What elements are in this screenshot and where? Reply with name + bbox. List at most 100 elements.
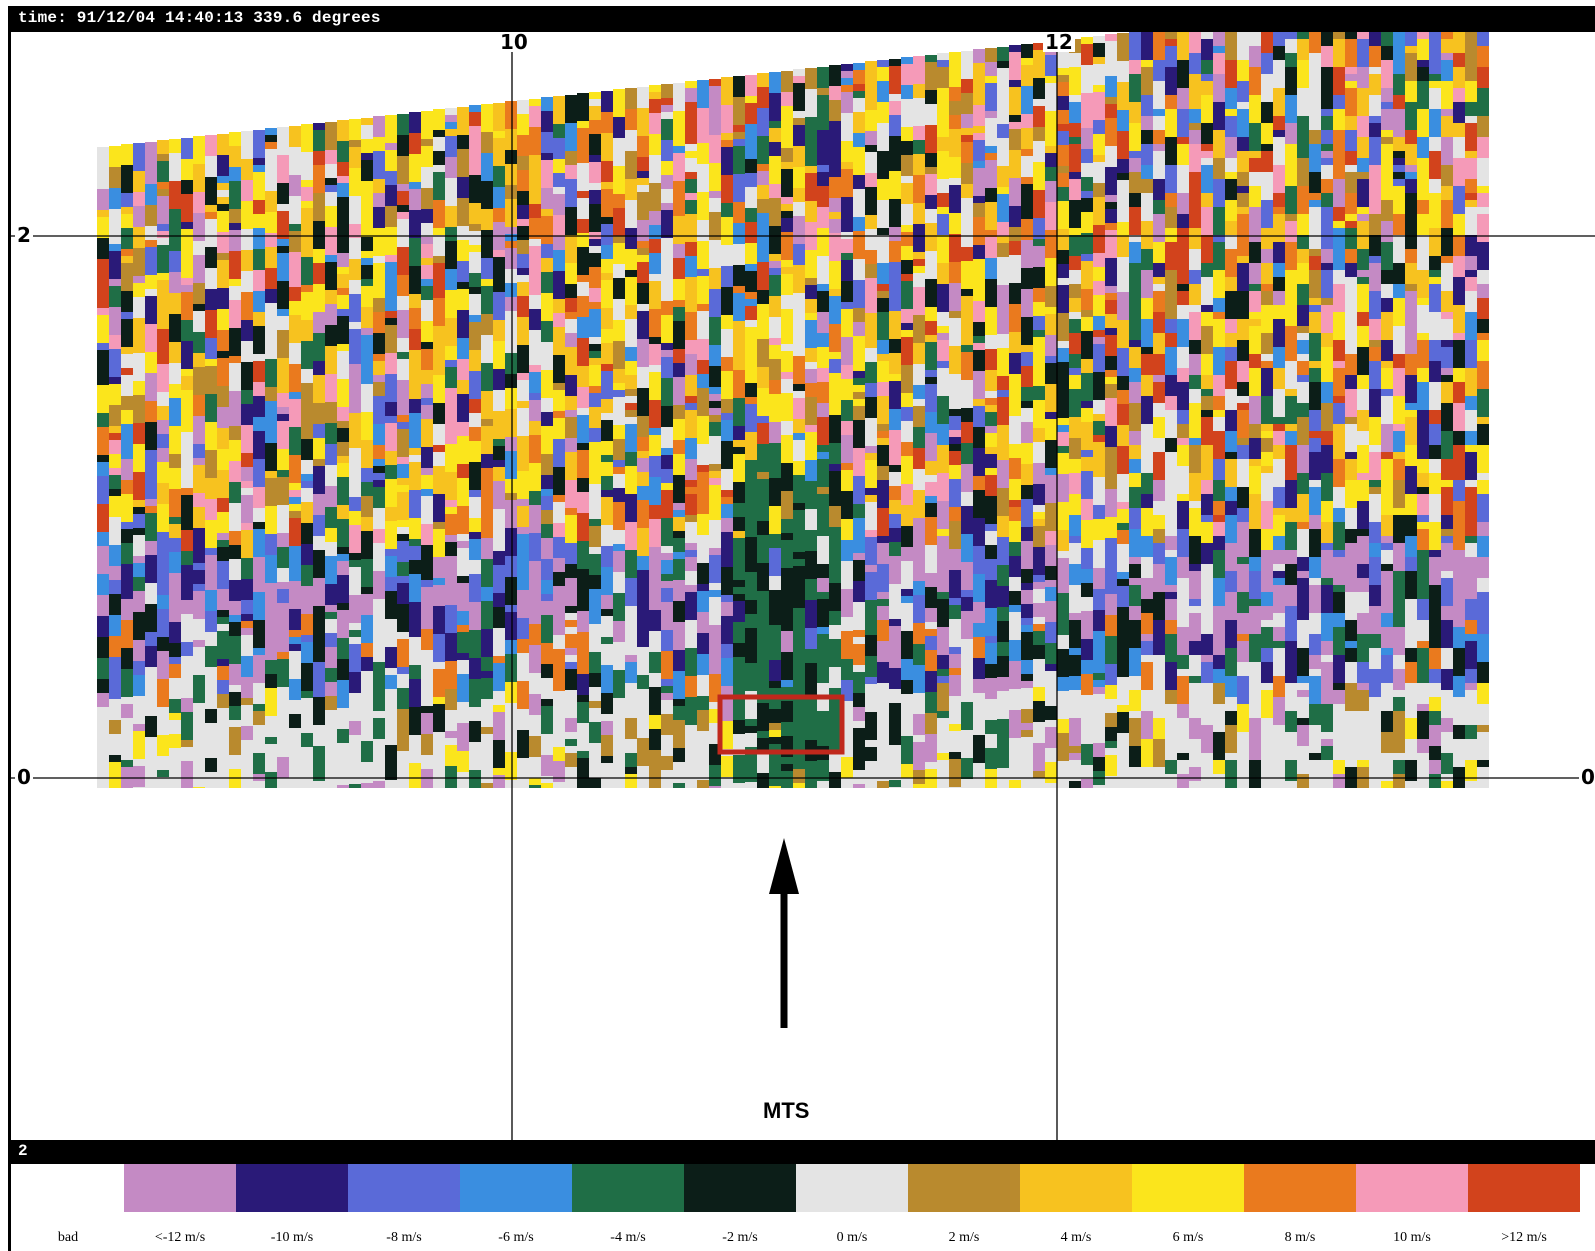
velocity-cell: [781, 421, 793, 435]
velocity-cell: [949, 521, 961, 549]
velocity-cell: [253, 508, 265, 522]
velocity-cell: [361, 713, 373, 720]
velocity-cell: [733, 370, 745, 398]
velocity-cell: [493, 131, 505, 138]
velocity-cell: [205, 520, 217, 548]
velocity-cell: [913, 553, 925, 581]
velocity-cell: [985, 237, 997, 258]
velocity-cell: [769, 723, 781, 730]
velocity-cell: [937, 445, 949, 452]
velocity-cell: [529, 624, 541, 645]
velocity-cell: [325, 374, 337, 402]
velocity-cell: [673, 279, 685, 300]
velocity-cell: [865, 488, 877, 495]
velocity-cell: [877, 599, 889, 606]
velocity-cell: [253, 683, 265, 704]
velocity-cell: [1057, 425, 1069, 432]
velocity-cell: [1057, 110, 1069, 124]
velocity-cell: [1129, 445, 1141, 459]
velocity-cell: [1033, 344, 1045, 365]
velocity-cell: [637, 458, 649, 472]
velocity-cell: [493, 460, 505, 467]
velocity-cell: [565, 284, 577, 298]
velocity-cell: [301, 642, 313, 663]
velocity-cell: [409, 266, 421, 294]
velocity-cell: [973, 259, 985, 273]
velocity-cell: [145, 471, 157, 499]
velocity-cell: [709, 625, 721, 646]
velocity-cell: [1237, 760, 1249, 767]
velocity-cell: [841, 561, 853, 589]
velocity-cell: [589, 407, 601, 428]
velocity-cell: [841, 169, 853, 197]
velocity-cell: [1429, 74, 1441, 81]
velocity-cell: [1129, 403, 1141, 431]
velocity-cell: [577, 723, 589, 751]
velocity-cell: [433, 109, 445, 130]
velocity-cell: [457, 751, 469, 772]
velocity-cell: [1129, 151, 1141, 158]
velocity-cell: [877, 60, 889, 67]
velocity-cell: [661, 553, 673, 560]
velocity-cell: [313, 249, 325, 263]
velocity-cell: [1393, 144, 1405, 151]
velocity-cell: [589, 190, 601, 204]
velocity-cell: [361, 216, 373, 237]
velocity-cell: [1453, 32, 1465, 46]
velocity-cell: [805, 530, 817, 537]
velocity-cell: [193, 395, 205, 416]
velocity-cell: [541, 321, 553, 342]
velocity-cell: [205, 555, 217, 569]
velocity-cell: [217, 197, 229, 204]
velocity-cell: [1225, 431, 1237, 452]
velocity-cell: [889, 780, 901, 787]
velocity-cell: [277, 281, 289, 309]
velocity-cell: [661, 588, 673, 602]
velocity-cell: [1201, 207, 1213, 235]
velocity-cell: [925, 503, 937, 517]
velocity-cell: [649, 687, 661, 715]
velocity-cell: [373, 382, 385, 396]
velocity-cell: [601, 91, 613, 112]
velocity-cell: [865, 397, 877, 418]
velocity-cell: [1201, 389, 1213, 396]
velocity-cell: [133, 759, 145, 766]
velocity-cell: [1153, 592, 1165, 620]
velocity-cell: [421, 629, 433, 650]
velocity-cell: [649, 477, 661, 505]
velocity-cell: [1369, 585, 1381, 606]
velocity-cell: [1045, 727, 1057, 748]
velocity-cell: [1321, 760, 1333, 788]
velocity-cell: [181, 642, 193, 656]
velocity-cell: [289, 728, 301, 735]
velocity-cell: [1309, 445, 1321, 452]
velocity-cell: [373, 683, 385, 711]
velocity-cell: [217, 498, 229, 512]
velocity-cell: [1033, 330, 1045, 337]
velocity-cell: [1333, 760, 1345, 774]
velocity-plot[interactable]: [11, 32, 1595, 1140]
velocity-cell: [1237, 522, 1249, 529]
velocity-cell: [97, 147, 109, 168]
velocity-cell: [757, 227, 769, 255]
velocity-cell: [241, 761, 253, 782]
velocity-cell: [1273, 305, 1285, 319]
plot-area[interactable]: 10 12 2 0 0: [8, 32, 1595, 1140]
velocity-cell: [553, 691, 565, 712]
velocity-cell: [1189, 305, 1201, 312]
velocity-cell: [301, 488, 313, 502]
velocity-cell: [685, 277, 697, 291]
velocity-cell: [1441, 529, 1453, 536]
velocity-cell: [781, 71, 793, 92]
velocity-cell: [829, 359, 841, 373]
velocity-cell: [1237, 564, 1249, 592]
velocity-cell: [913, 644, 925, 665]
velocity-cell: [1393, 354, 1405, 368]
velocity-cell: [1441, 291, 1453, 312]
velocity-cell: [109, 762, 121, 788]
velocity-cell: [241, 488, 253, 495]
velocity-cell: [1369, 165, 1381, 193]
velocity-cell: [1405, 410, 1417, 417]
velocity-cell: [889, 465, 901, 472]
velocity-cell: [433, 732, 445, 760]
